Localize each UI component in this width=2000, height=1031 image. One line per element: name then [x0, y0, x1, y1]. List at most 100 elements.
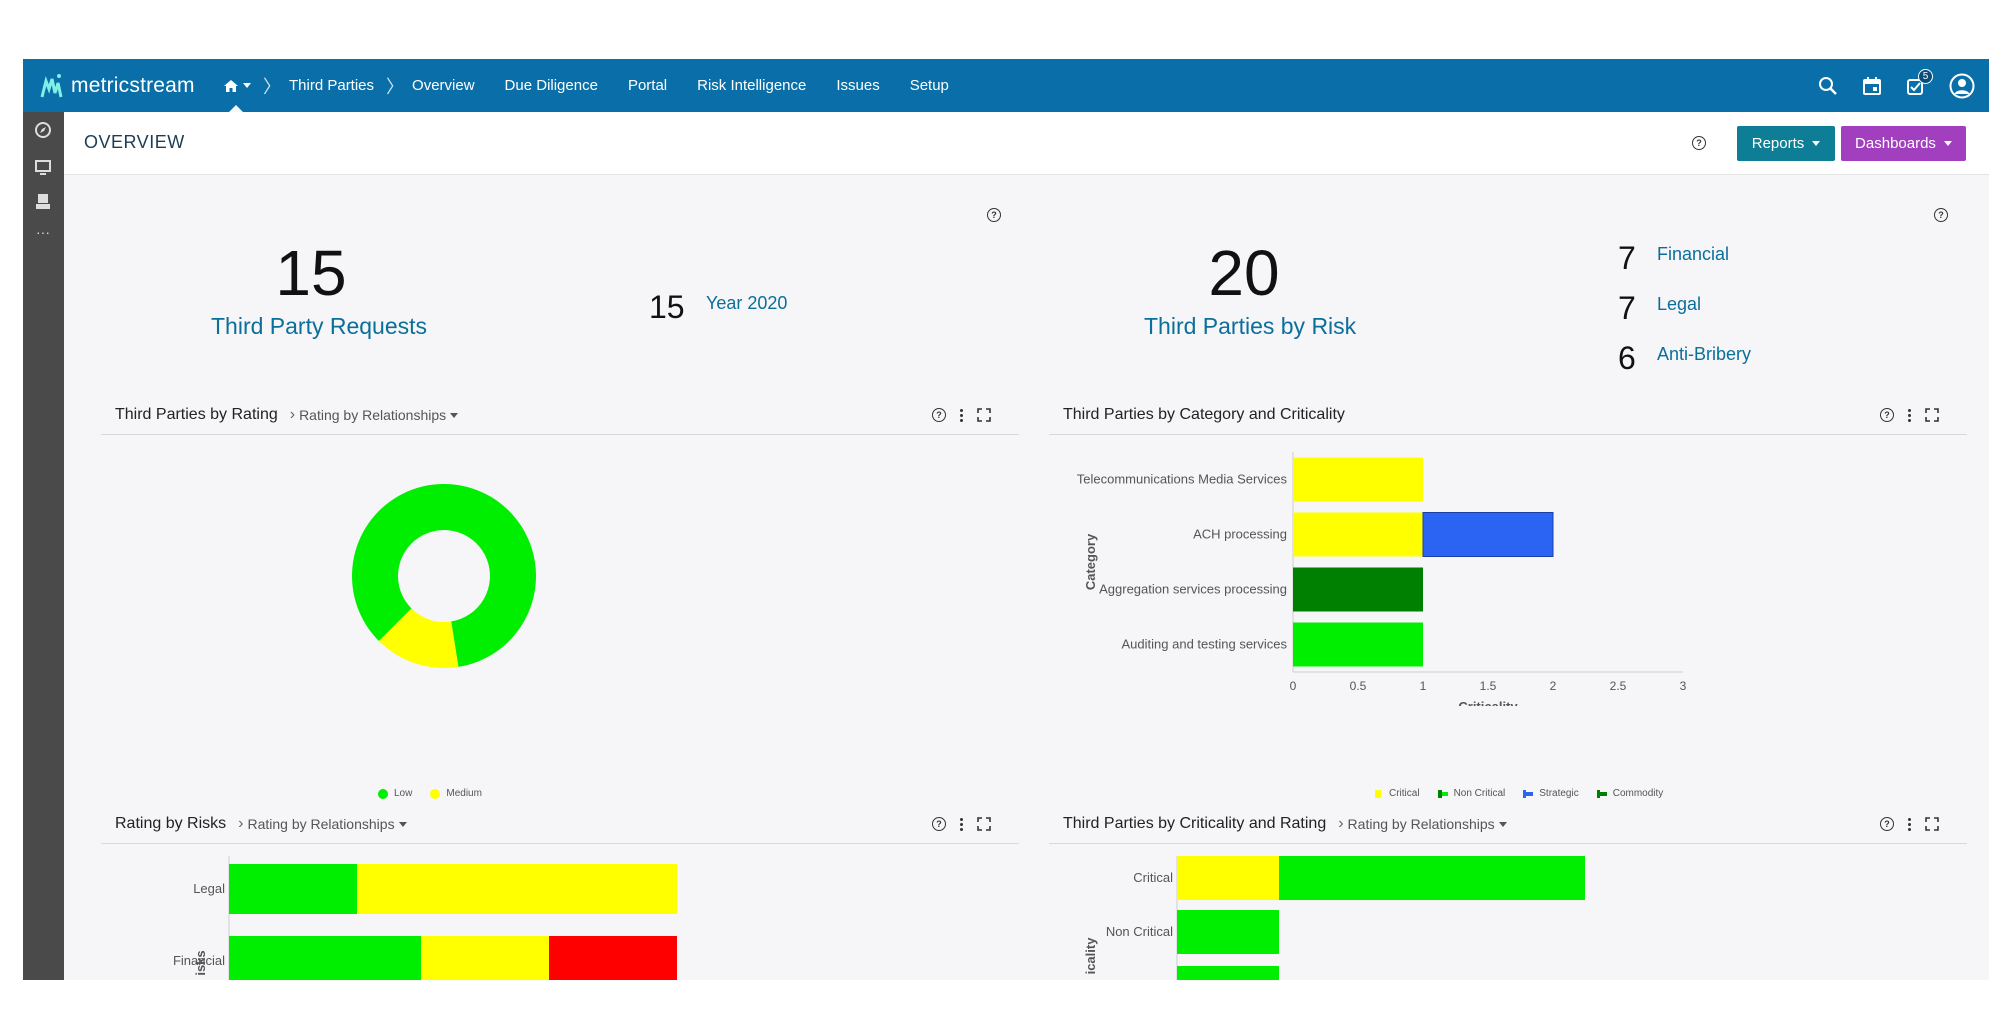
more-options-icon[interactable] [960, 817, 963, 831]
panel-divider [101, 843, 1019, 844]
app-window: metricstream 〉 Third Parties 〉 Overview … [23, 59, 1989, 980]
more-options-icon[interactable] [1908, 408, 1911, 422]
panel-risks-header: Rating by Risks › Rating by Relationships [115, 815, 407, 833]
rating-legend: Low Medium [378, 788, 482, 799]
legend-item-commodity[interactable]: Commodity [1596, 788, 1663, 799]
panel-risks-tools: ? [932, 817, 991, 831]
kpi-year-value: 15 [649, 289, 685, 325]
search-icon[interactable] [1817, 75, 1839, 97]
home-icon [224, 79, 238, 92]
dashboard-content: ? 15 Third Party Requests 15 Year 2020 ?… [64, 176, 1980, 980]
donut-slice-medium [378, 608, 459, 668]
crit-bar-segment [1177, 856, 1279, 900]
panel-rating-sub-label: Rating by Relationships [299, 407, 447, 423]
bar-commodity [1293, 567, 1423, 612]
monitor-icon[interactable] [33, 157, 53, 177]
panel-category-header: Third Parties by Category and Criticalit… [1063, 406, 1345, 424]
compass-icon[interactable] [33, 120, 53, 140]
legend-item-low[interactable]: Low [378, 788, 412, 799]
panel-category-tools: ? [1880, 408, 1939, 422]
page-header: OVERVIEW ? Reports Dashboards [64, 112, 1989, 175]
kpi-legal-label[interactable]: Legal [1657, 294, 1702, 314]
home-menu[interactable] [223, 59, 251, 112]
expand-icon[interactable] [1925, 817, 1939, 831]
legend-medium-label: Medium [446, 788, 482, 799]
tasks-button[interactable]: 5 [1905, 68, 1933, 97]
legend-item-strategic[interactable]: Strategic [1523, 788, 1579, 799]
dashboards-button[interactable]: Dashboards [1841, 126, 1966, 161]
nav-third-parties[interactable]: Third Parties [289, 77, 375, 94]
crit-bar-segment [1177, 910, 1279, 954]
reports-label: Reports [1751, 135, 1805, 152]
top-right-tools: 5 [1817, 59, 1975, 112]
legend-item-non-critical[interactable]: Non Critical [1437, 788, 1505, 799]
panel-risks-drilldown[interactable]: › Rating by Relationships [238, 815, 407, 833]
nav-issues[interactable]: Issues [836, 77, 880, 94]
help-icon[interactable]: ? [932, 408, 946, 422]
panel-divider [1049, 843, 1967, 844]
bar-non-critical [1293, 622, 1423, 667]
more-options-icon[interactable] [960, 408, 963, 422]
help-icon[interactable]: ? [1880, 408, 1894, 422]
panel-rating-header: Third Parties by Rating › Rating by Relat… [115, 406, 459, 424]
panel-crit-rating-title: Third Parties by Criticality and Rating [1063, 815, 1327, 832]
reports-button[interactable]: Reports [1737, 126, 1835, 161]
kpi-risk-value: 20 [1208, 237, 1280, 309]
nav-risk-intelligence[interactable]: Risk Intelligence [697, 77, 807, 94]
logo[interactable]: metricstream [39, 71, 195, 101]
nav-setup[interactable]: Setup [909, 77, 949, 94]
kpi-requests-label[interactable]: Third Party Requests [211, 313, 428, 339]
x-tick-label: 1 [1420, 679, 1427, 693]
inbox-icon[interactable] [33, 192, 53, 212]
user-avatar-icon[interactable] [1949, 73, 1975, 99]
panel-rating-drilldown[interactable]: › Rating by Relationships [290, 406, 459, 424]
x-tick-label: 0.5 [1350, 679, 1367, 693]
legend-critical-label: Critical [1389, 788, 1420, 799]
help-icon[interactable]: ? [987, 208, 1001, 222]
kpi-risk-label[interactable]: Third Parties by Risk [1144, 313, 1357, 339]
chevron-down-icon [1498, 821, 1507, 827]
panel-crit-rating-drilldown[interactable]: › Rating by Relationships [1338, 815, 1507, 833]
chevron-down-icon [450, 412, 459, 418]
legend-strategic-swatch-icon [1523, 789, 1534, 798]
logo-text: metricstream [71, 74, 195, 97]
category-tick-label: Auditing and testing services [1122, 637, 1288, 652]
top-navigation-bar: metricstream 〉 Third Parties 〉 Overview … [23, 59, 1989, 112]
kpi-anti-bribery-label[interactable]: Anti-Bribery [1657, 344, 1752, 364]
help-icon[interactable]: ? [1880, 817, 1894, 831]
kpi-anti-bribery-value: 6 [1618, 340, 1636, 376]
kpi-legal-value: 7 [1618, 290, 1636, 326]
donut-slice-low [352, 484, 536, 667]
risk-bar-segment [229, 864, 357, 914]
kpi-financial-label[interactable]: Financial [1657, 244, 1730, 264]
kpi-year-label[interactable]: Year 2020 [706, 293, 788, 313]
crit-category-label: Critical [1133, 870, 1173, 885]
metricstream-logo-icon [40, 74, 63, 98]
notification-badge: 5 [1918, 68, 1933, 84]
x-tick-label: 2 [1550, 679, 1557, 693]
help-icon[interactable]: ? [1692, 136, 1706, 150]
legend-item-medium[interactable]: Medium [430, 788, 482, 799]
expand-icon[interactable] [977, 817, 991, 831]
main-nav: 〉 Third Parties 〉 Overview Due Diligence… [223, 59, 979, 112]
tasks-icon [1907, 78, 1923, 95]
nav-due-diligence[interactable]: Due Diligence [504, 77, 598, 94]
y-axis-title: Category [1083, 533, 1098, 590]
nav-portal[interactable]: Portal [627, 77, 668, 94]
category-tick-label: ACH processing [1193, 527, 1287, 542]
calendar-icon[interactable] [1861, 75, 1883, 97]
kpi-financial-value: 7 [1618, 240, 1636, 276]
help-icon[interactable]: ? [1934, 208, 1948, 222]
more-options-icon[interactable] [1908, 817, 1911, 831]
legend-item-critical[interactable]: Critical [1373, 788, 1420, 799]
legend-low-swatch-icon [378, 788, 388, 799]
legend-non-critical-swatch-icon [1437, 789, 1448, 798]
panel-rating-tools: ? [932, 408, 991, 422]
nav-overview[interactable]: Overview [412, 77, 475, 94]
more-icon[interactable]: ··· [36, 224, 50, 240]
expand-icon[interactable] [1925, 408, 1939, 422]
expand-icon[interactable] [977, 408, 991, 422]
risk-bar-segment [229, 936, 421, 980]
help-icon[interactable]: ? [932, 817, 946, 831]
